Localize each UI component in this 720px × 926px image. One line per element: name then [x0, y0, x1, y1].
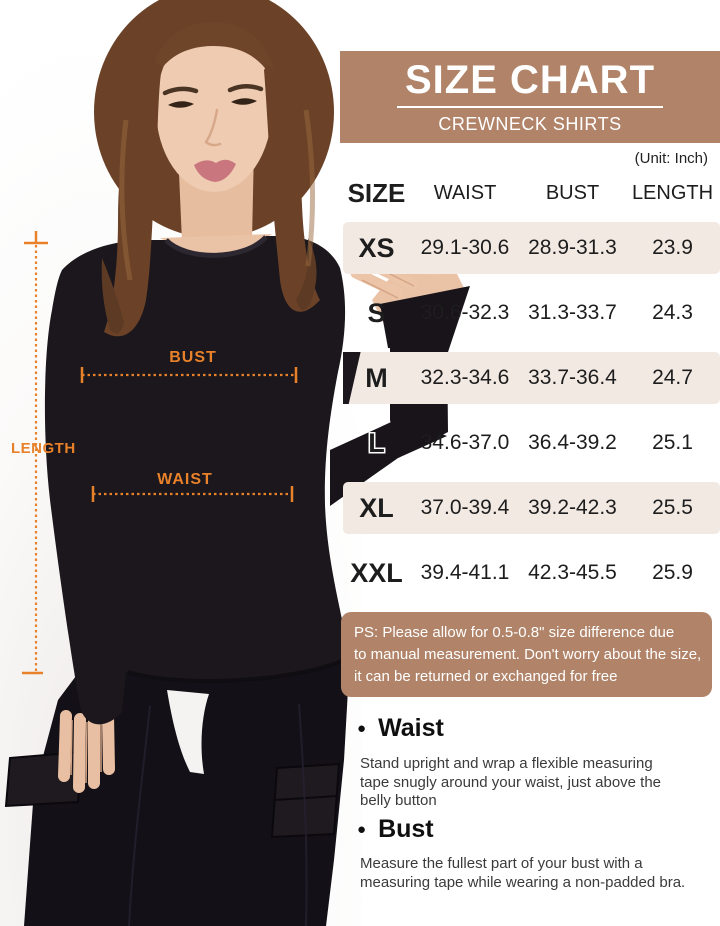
waist-cell: 34.6-37.0 [420, 431, 510, 454]
length-cell: 24.7 [652, 366, 693, 389]
bust-cell: 33.7-36.4 [528, 366, 617, 389]
title-underline [397, 106, 663, 108]
bullet-icon: ● [357, 720, 367, 737]
ps-note-line: PS: Please allow for 0.5-0.8" size diffe… [354, 624, 675, 641]
length-cell: 25.9 [652, 561, 693, 584]
waist-guide-title: Waist [378, 714, 444, 742]
bust-guide-heading: ● Bust [357, 815, 434, 844]
size-cell: S [367, 297, 386, 328]
length-cell: 24.3 [652, 301, 693, 324]
column-header-bust: BUST [545, 181, 600, 204]
bust-cell: 36.4-39.2 [528, 431, 617, 454]
size-cell: XL [359, 492, 394, 523]
column-header-waist: WAIST [433, 181, 497, 204]
table-row: L 34.6-37.0 36.4-39.2 25.1 [343, 417, 720, 469]
ps-note-line: it can be returned or exchanged for free [354, 668, 618, 685]
thumbhole-sleeve [380, 286, 470, 352]
unit-note: (Unit: Inch) [634, 150, 708, 167]
column-header-length: LENGTH [631, 181, 714, 204]
ps-note: PS: Please allow for 0.5-0.8" size diffe… [341, 612, 712, 697]
size-cell: L [368, 427, 385, 458]
waist-cell: 39.4-41.1 [420, 561, 510, 584]
bullet-icon: ● [357, 821, 367, 838]
size-chart-header: SIZE CHART CREWNECK SHIRTS [340, 51, 720, 143]
waist-cell: 30.6-32.3 [420, 301, 510, 324]
table-row: S 30.6-32.3 31.3-33.7 24.3 [343, 287, 720, 339]
waist-cell: 37.0-39.4 [420, 496, 510, 519]
size-cell: XXL [350, 557, 403, 588]
model-eyebrows [162, 84, 264, 96]
model-lips [194, 159, 236, 182]
shirt-collar [164, 235, 268, 258]
model-eyes [168, 98, 257, 108]
page-subtitle: CREWNECK SHIRTS [438, 114, 622, 134]
waist-cell: 29.1-30.6 [420, 236, 510, 259]
model-face [156, 24, 272, 192]
waist-guide-text: Stand upright and wrap a flexible measur… [360, 755, 662, 809]
bust-cell: 42.3-45.5 [528, 561, 617, 584]
table-row: XL 37.0-39.4 39.2-42.3 25.5 [343, 482, 720, 534]
page-title: SIZE CHART [405, 58, 655, 102]
ps-note-line: to manual measurement. Don't worry about… [354, 646, 702, 663]
table-row: M 32.3-34.6 33.7-36.4 24.7 [343, 352, 720, 404]
model-hair-fringe [150, 22, 279, 94]
bust-cell: 31.3-33.7 [528, 301, 617, 324]
bust-cell: 39.2-42.3 [528, 496, 617, 519]
model-shirt [44, 236, 351, 725]
shirt-hem [127, 656, 349, 683]
table-row: XS 29.1-30.6 28.9-31.3 23.9 [343, 222, 720, 274]
column-header-size: SIZE [347, 177, 406, 208]
length-cell: 23.9 [652, 236, 693, 259]
hair-highlights [119, 109, 316, 281]
size-cell: M [365, 362, 388, 393]
bust-guide-text: Measure the fullest part of your bust wi… [360, 855, 686, 891]
length-cell: 25.5 [652, 496, 693, 519]
table-row: XXL 39.4-41.1 42.3-45.5 25.9 [343, 547, 720, 599]
model-hair-left-lock [104, 60, 162, 337]
size-cell: XS [358, 232, 395, 263]
model-nose [204, 108, 222, 147]
waist-guide-heading: ● Waist [357, 714, 444, 743]
length-cell: 25.1 [652, 431, 693, 454]
model-hair-right-lock [264, 64, 320, 312]
bust-cell: 28.9-31.3 [528, 236, 617, 259]
table-header-row: SIZE WAIST BUST LENGTH [343, 177, 720, 208]
bust-guide-title: Bust [378, 815, 434, 843]
waist-cell: 32.3-34.6 [420, 366, 510, 389]
model-left-hand [58, 710, 115, 793]
